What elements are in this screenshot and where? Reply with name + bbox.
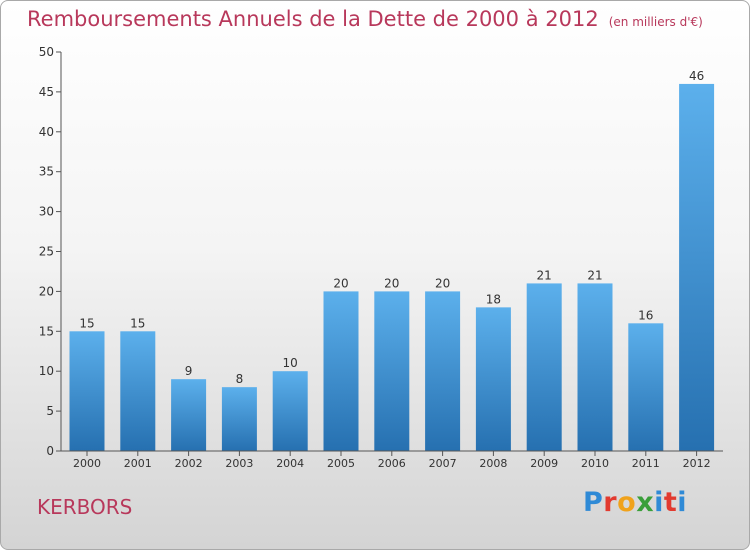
logo-letter: r <box>603 487 618 518</box>
bars-layer <box>69 83 715 452</box>
chart-header: Remboursements Annuels de la Dette de 20… <box>27 7 703 31</box>
y-tick-label-20: 20 <box>39 284 54 298</box>
x-tick-label-2001: 2001 <box>124 457 152 470</box>
bar-2005 <box>323 291 359 451</box>
bar-2008 <box>475 307 511 451</box>
x-tick-label-2002: 2002 <box>175 457 203 470</box>
data-label-2004: 10 <box>283 356 298 370</box>
data-label-2010: 21 <box>587 268 602 282</box>
bar-2012 <box>679 83 715 452</box>
data-label-2008: 18 <box>486 292 501 306</box>
y-tick-label-10: 10 <box>39 364 54 378</box>
data-label-2012: 46 <box>689 69 704 83</box>
logo-letter: t <box>663 487 678 518</box>
data-label-2003: 8 <box>236 372 244 386</box>
logo-letter: i <box>654 487 664 518</box>
y-tick-label-30: 30 <box>39 205 54 219</box>
data-label-2011: 16 <box>638 308 653 322</box>
data-label-2007: 20 <box>435 276 450 290</box>
y-tick-label-50: 50 <box>39 45 54 59</box>
bar-2009 <box>526 283 562 451</box>
labels-layer: 1520001520019200282003102004202005202006… <box>39 45 711 470</box>
data-label-2001: 15 <box>130 316 145 330</box>
data-label-2009: 21 <box>537 268 552 282</box>
bar-2002 <box>171 379 207 451</box>
x-tick-label-2011: 2011 <box>632 457 660 470</box>
data-label-2005: 20 <box>333 276 348 290</box>
x-tick-label-2003: 2003 <box>225 457 253 470</box>
x-tick-label-2008: 2008 <box>479 457 507 470</box>
logo-letter: P <box>583 487 604 518</box>
chart-subtitle: (en milliers d'€) <box>608 15 703 29</box>
proxiti-logo: Proxiti <box>583 487 687 518</box>
x-tick-label-2000: 2000 <box>73 457 101 470</box>
place-name: KERBORS <box>37 495 133 519</box>
x-tick-label-2005: 2005 <box>327 457 355 470</box>
y-tick-label-45: 45 <box>39 85 54 99</box>
y-tick-label-40: 40 <box>39 125 54 139</box>
chart-title: Remboursements Annuels de la Dette de 20… <box>27 7 599 31</box>
bar-2004 <box>272 371 308 451</box>
bar-2003 <box>221 387 257 451</box>
bar-2007 <box>425 291 461 451</box>
bar-2010 <box>577 283 613 451</box>
data-label-2006: 20 <box>384 276 399 290</box>
bar-2006 <box>374 291 410 451</box>
logo-letter: x <box>636 487 655 518</box>
data-label-2000: 15 <box>79 316 94 330</box>
y-tick-label-0: 0 <box>46 444 54 458</box>
y-tick-label-35: 35 <box>39 165 54 179</box>
bar-2011 <box>628 323 664 451</box>
y-tick-label-5: 5 <box>46 404 54 418</box>
bar-2001 <box>120 331 156 451</box>
bar-2000 <box>69 331 105 451</box>
y-tick-label-15: 15 <box>39 324 54 338</box>
x-tick-label-2010: 2010 <box>581 457 609 470</box>
x-tick-label-2012: 2012 <box>683 457 711 470</box>
x-tick-label-2009: 2009 <box>530 457 558 470</box>
data-label-2002: 9 <box>185 364 193 378</box>
logo-letter: o <box>617 487 637 518</box>
y-tick-label-25: 25 <box>39 245 54 259</box>
x-tick-label-2006: 2006 <box>378 457 406 470</box>
axes-layer <box>56 51 723 456</box>
x-tick-label-2004: 2004 <box>276 457 304 470</box>
logo-letter: i <box>677 487 688 518</box>
x-tick-label-2007: 2007 <box>429 457 457 470</box>
